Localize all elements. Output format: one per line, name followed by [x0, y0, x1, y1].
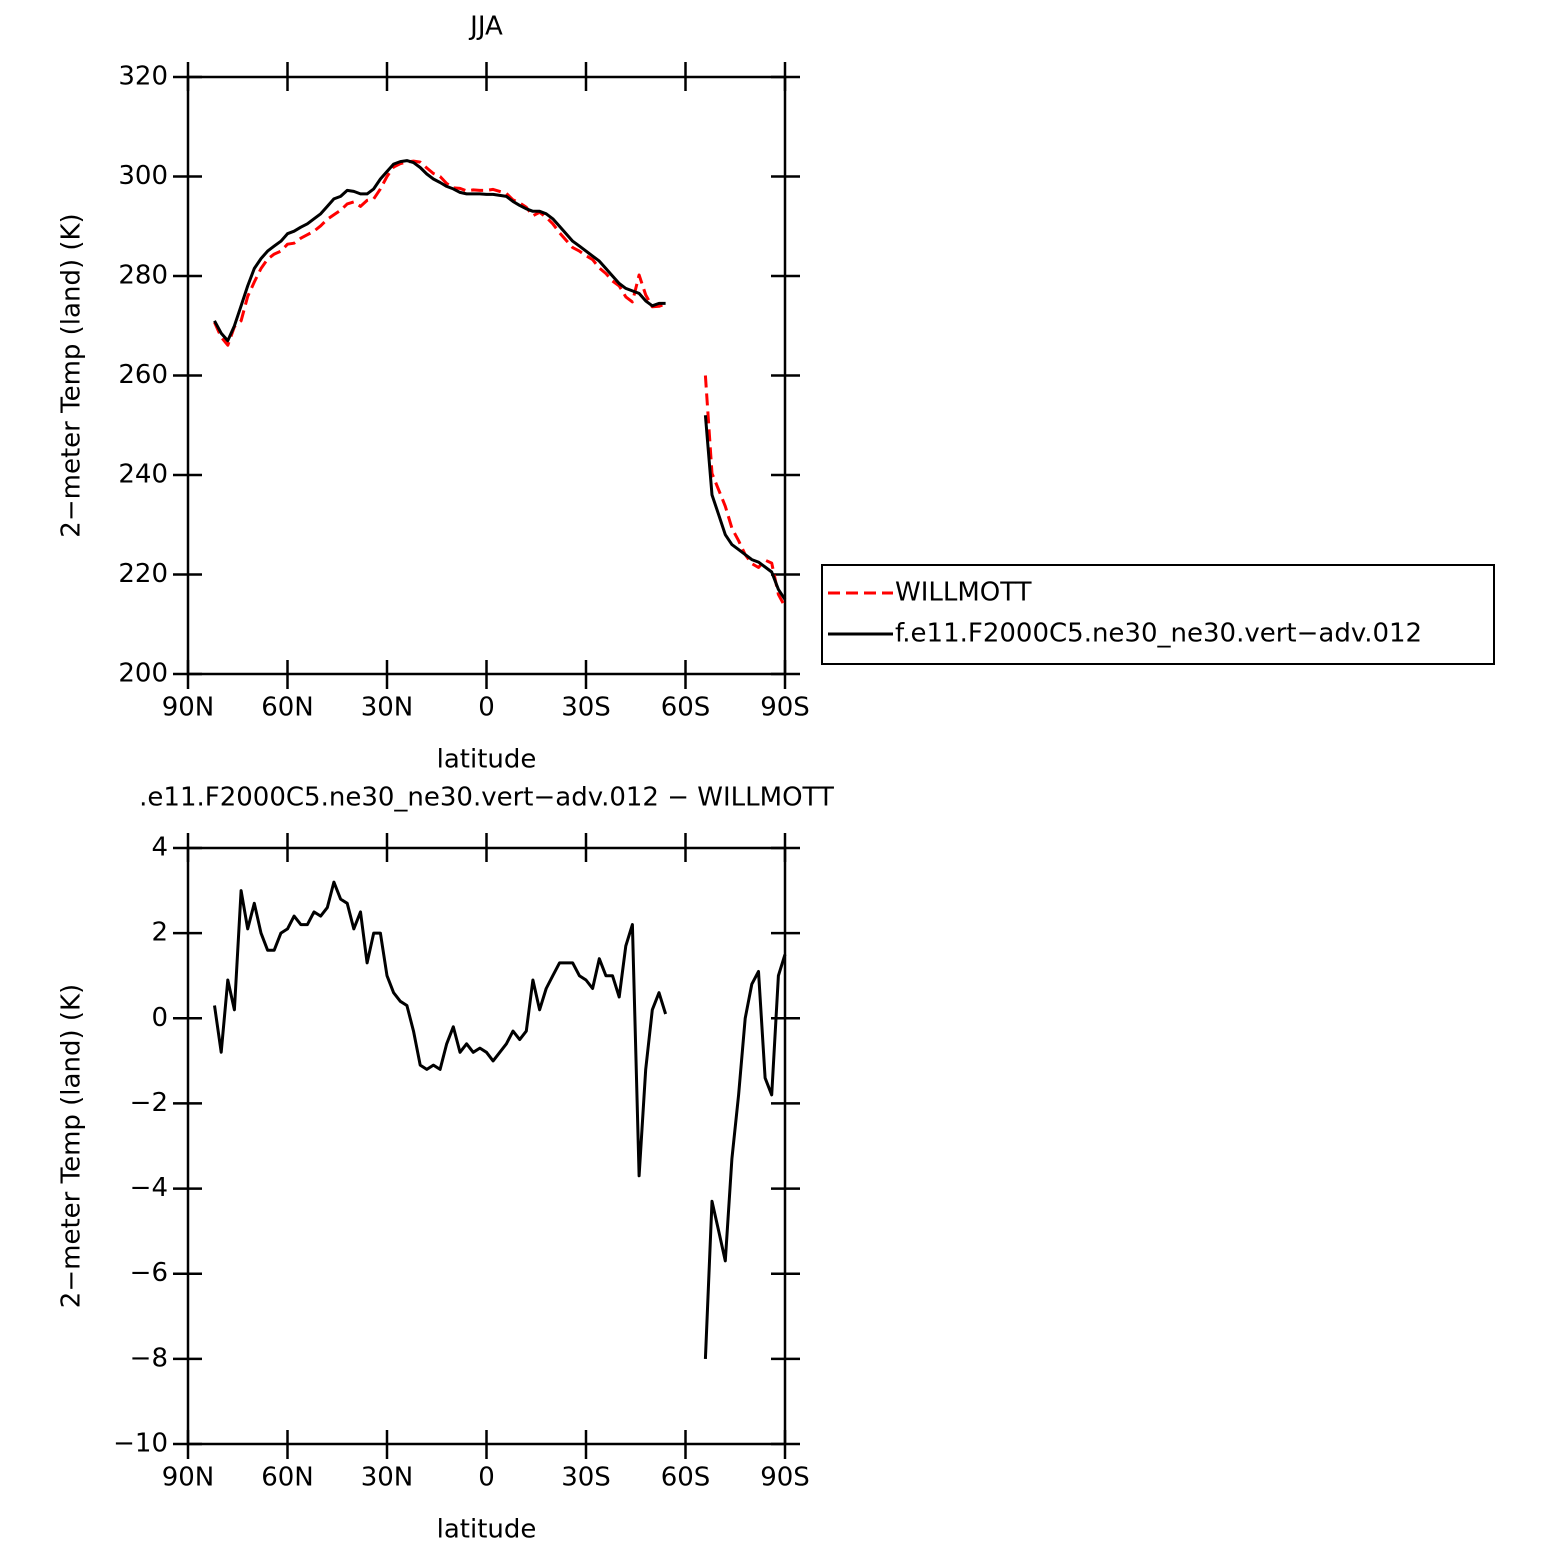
legend-label: WILLMOTT	[895, 578, 1032, 608]
y-tick-label: 320	[118, 62, 168, 92]
y-tick-label: 240	[118, 460, 168, 490]
x-tick-label: 90N	[162, 693, 215, 723]
x-axis-label: latitude	[437, 745, 537, 775]
y-tick-label: −2	[130, 1088, 168, 1118]
x-tick-label: 90N	[162, 1463, 215, 1493]
y-axis-label: 2−meter Temp (land) (K)	[57, 984, 87, 1308]
x-tick-label: 30S	[561, 693, 611, 723]
x-tick-label: 60N	[261, 693, 314, 723]
x-tick-label: 90S	[760, 693, 810, 723]
x-tick-label: 30S	[561, 1463, 611, 1493]
y-tick-label: 200	[118, 659, 168, 689]
x-axis-label: latitude	[437, 1515, 537, 1545]
y-tick-label: −10	[113, 1429, 168, 1459]
chart-title: JJA	[468, 12, 503, 42]
plot-frame	[186, 75, 787, 676]
y-tick-label: 4	[151, 833, 168, 863]
y-axis-label: 2−meter Temp (land) (K)	[57, 213, 87, 537]
x-tick-label: 0	[478, 693, 495, 723]
x-tick-label: 90S	[760, 1463, 810, 1493]
x-tick-label: 0	[478, 1463, 495, 1493]
series-line	[213, 159, 787, 601]
y-tick-label: 300	[118, 161, 168, 191]
y-tick-label: 0	[151, 1003, 168, 1033]
legend-label: f.e11.F2000C5.ne30_ne30.vert−adv.012	[895, 619, 1422, 649]
series-line	[213, 880, 787, 1359]
y-tick-label: 280	[118, 261, 168, 291]
y-tick-label: 260	[118, 360, 168, 390]
y-tick-label: 220	[118, 559, 168, 589]
chart-title: .e11.F2000C5.ne30_ne30.vert−adv.012 − WI…	[139, 783, 834, 813]
y-tick-label: −4	[130, 1173, 168, 1203]
x-tick-label: 30N	[361, 693, 414, 723]
x-tick-label: 60S	[661, 693, 711, 723]
x-tick-label: 60N	[261, 1463, 314, 1493]
plot-frame	[186, 846, 787, 1446]
y-tick-label: 2	[151, 918, 168, 948]
legend-box	[821, 564, 1495, 665]
x-tick-label: 60S	[661, 1463, 711, 1493]
y-tick-label: −8	[130, 1343, 168, 1373]
y-tick-label: −6	[130, 1258, 168, 1288]
x-tick-label: 30N	[361, 1463, 414, 1493]
